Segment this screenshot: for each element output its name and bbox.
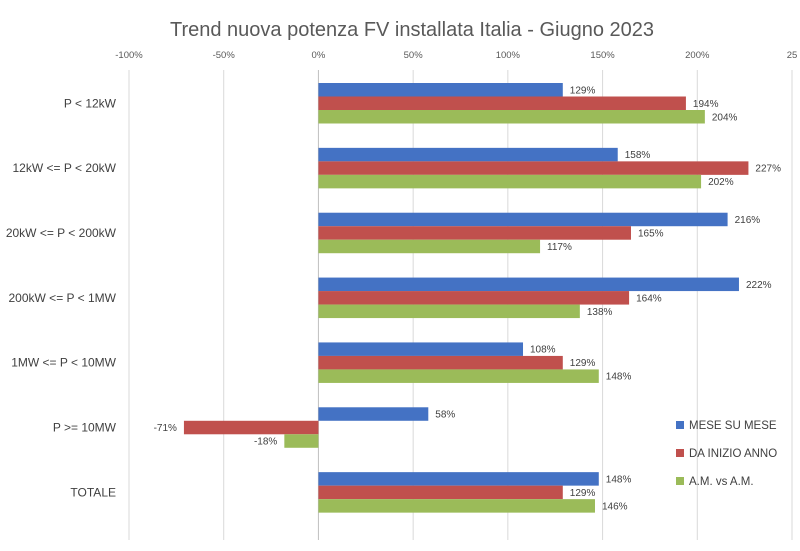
category-label: 200kW <= P < 1MW: [9, 291, 117, 305]
x-tick-label: 0%: [312, 50, 326, 61]
category-label: TOTALE: [70, 485, 116, 499]
bar: [318, 174, 702, 189]
chart-title: Trend nuova potenza FV installata Italia…: [170, 19, 654, 41]
data-label: 58%: [435, 410, 455, 421]
bar: [318, 355, 563, 370]
legend-label: MESE SU MESE: [689, 420, 777, 432]
bar: [284, 434, 319, 448]
legend-swatch: [676, 477, 684, 485]
bar: [318, 147, 618, 162]
data-label: 108%: [530, 345, 556, 356]
data-label: 129%: [570, 358, 596, 369]
data-label: 165%: [638, 228, 664, 239]
bar: [318, 212, 728, 227]
bar: [318, 277, 739, 292]
category-labels: P < 12kW 12kW <= P < 20kW 20kW <= P < 200k…: [6, 96, 117, 499]
data-label: -18%: [254, 437, 277, 448]
x-tick-label: 150%: [590, 50, 615, 61]
bar: [318, 110, 705, 124]
data-label: 138%: [587, 307, 613, 318]
x-tick-label: 100%: [496, 50, 521, 61]
data-label: 227%: [755, 164, 781, 175]
data-label: 222%: [746, 280, 772, 291]
bar: [318, 226, 631, 240]
bar: [183, 420, 319, 435]
legend-label: DA INIZIO ANNO: [689, 448, 777, 460]
data-label: 164%: [636, 293, 662, 304]
bars: [183, 83, 749, 513]
legend-label: A.M. vs A.M.: [689, 476, 754, 488]
bar: [318, 472, 599, 486]
category-label: 1MW <= P < 10MW: [11, 356, 116, 370]
bar: [318, 239, 541, 254]
data-label: 146%: [602, 501, 628, 512]
data-label: 204%: [712, 112, 738, 123]
data-label: 148%: [606, 474, 632, 485]
category-label: P >= 10MW: [53, 421, 117, 435]
legend: MESE SU MESE DA INIZIO ANNO A.M. vs A.M.: [676, 420, 777, 488]
legend-swatch: [676, 449, 684, 457]
x-tick-label: 50%: [404, 50, 424, 61]
data-label: 148%: [606, 372, 632, 383]
bar: [318, 304, 580, 319]
data-label: 194%: [693, 99, 719, 110]
x-tick-label: 25: [787, 50, 798, 61]
bar: [318, 96, 686, 110]
bar: [318, 291, 630, 305]
data-label: 202%: [708, 177, 734, 188]
bar: [318, 499, 595, 513]
x-tick-label: 200%: [685, 50, 710, 61]
category-label: 20kW <= P < 200kW: [6, 226, 117, 240]
data-label: 117%: [547, 242, 572, 253]
bar: [318, 342, 524, 356]
category-label: P < 12kW: [64, 96, 117, 110]
bar: [318, 83, 563, 97]
bar: [318, 161, 749, 175]
data-label: 129%: [570, 488, 596, 499]
x-tick-label: -100%: [115, 50, 143, 61]
data-label: 158%: [625, 150, 651, 161]
bar: [318, 407, 429, 421]
data-label: -71%: [154, 423, 177, 434]
data-label: 216%: [735, 215, 761, 226]
x-axis-ticks: -100% -50% 0% 50% 100% 150% 200% 25: [115, 50, 797, 61]
data-label: 129%: [570, 85, 596, 96]
bar: [318, 485, 563, 500]
legend-swatch: [676, 421, 684, 429]
category-label: 12kW <= P < 20kW: [13, 161, 117, 175]
bar: [318, 369, 599, 383]
data-labels: 129% 194% 204% 158% 227% 202% 216% 165% 117% 222%…: [154, 85, 782, 512]
x-tick-label: -50%: [213, 50, 236, 61]
